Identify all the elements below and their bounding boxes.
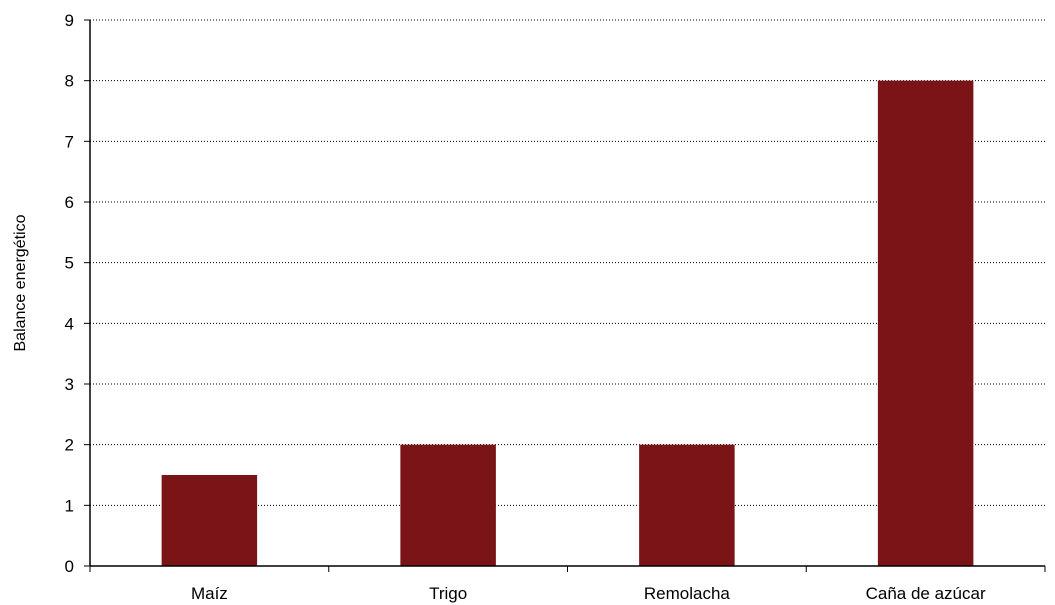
y-tick-label-2: 2: [65, 436, 74, 455]
y-tick-labels: 0 1 2 3 4 5 6 7 8 9: [65, 11, 74, 576]
y-tick-label-7: 7: [65, 132, 74, 151]
y-tick-label-9: 9: [65, 11, 74, 30]
y-tick-label-1: 1: [65, 496, 74, 515]
y-tick-label-5: 5: [65, 254, 74, 273]
x-tick-label-1: Maíz: [191, 584, 228, 603]
y-tick-label-4: 4: [65, 314, 74, 333]
bar-2: [400, 444, 496, 566]
x-tick-labels: Maíz Trigo Remolacha Caña de azúcar: [191, 584, 986, 603]
bar-3: [639, 444, 735, 566]
bar-1: [161, 475, 258, 566]
y-tick-label-6: 6: [65, 193, 74, 212]
y-tick-label-8: 8: [65, 72, 74, 91]
y-tick-label-3: 3: [65, 375, 74, 394]
gridlines: [90, 19, 1045, 506]
x-tick-label-2: Trigo: [429, 584, 467, 603]
axes: [84, 19, 1046, 572]
x-tick-label-4: Caña de azúcar: [866, 584, 986, 603]
y-tick-label-0: 0: [65, 557, 74, 576]
bar-4: [877, 80, 974, 567]
x-tick-label-3: Remolacha: [644, 584, 731, 603]
y-axis-title: Balance energético: [12, 214, 29, 351]
bars: [161, 80, 974, 567]
